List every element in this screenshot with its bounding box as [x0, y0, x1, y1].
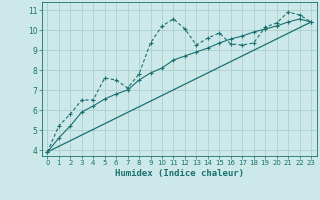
X-axis label: Humidex (Indice chaleur): Humidex (Indice chaleur) — [115, 169, 244, 178]
